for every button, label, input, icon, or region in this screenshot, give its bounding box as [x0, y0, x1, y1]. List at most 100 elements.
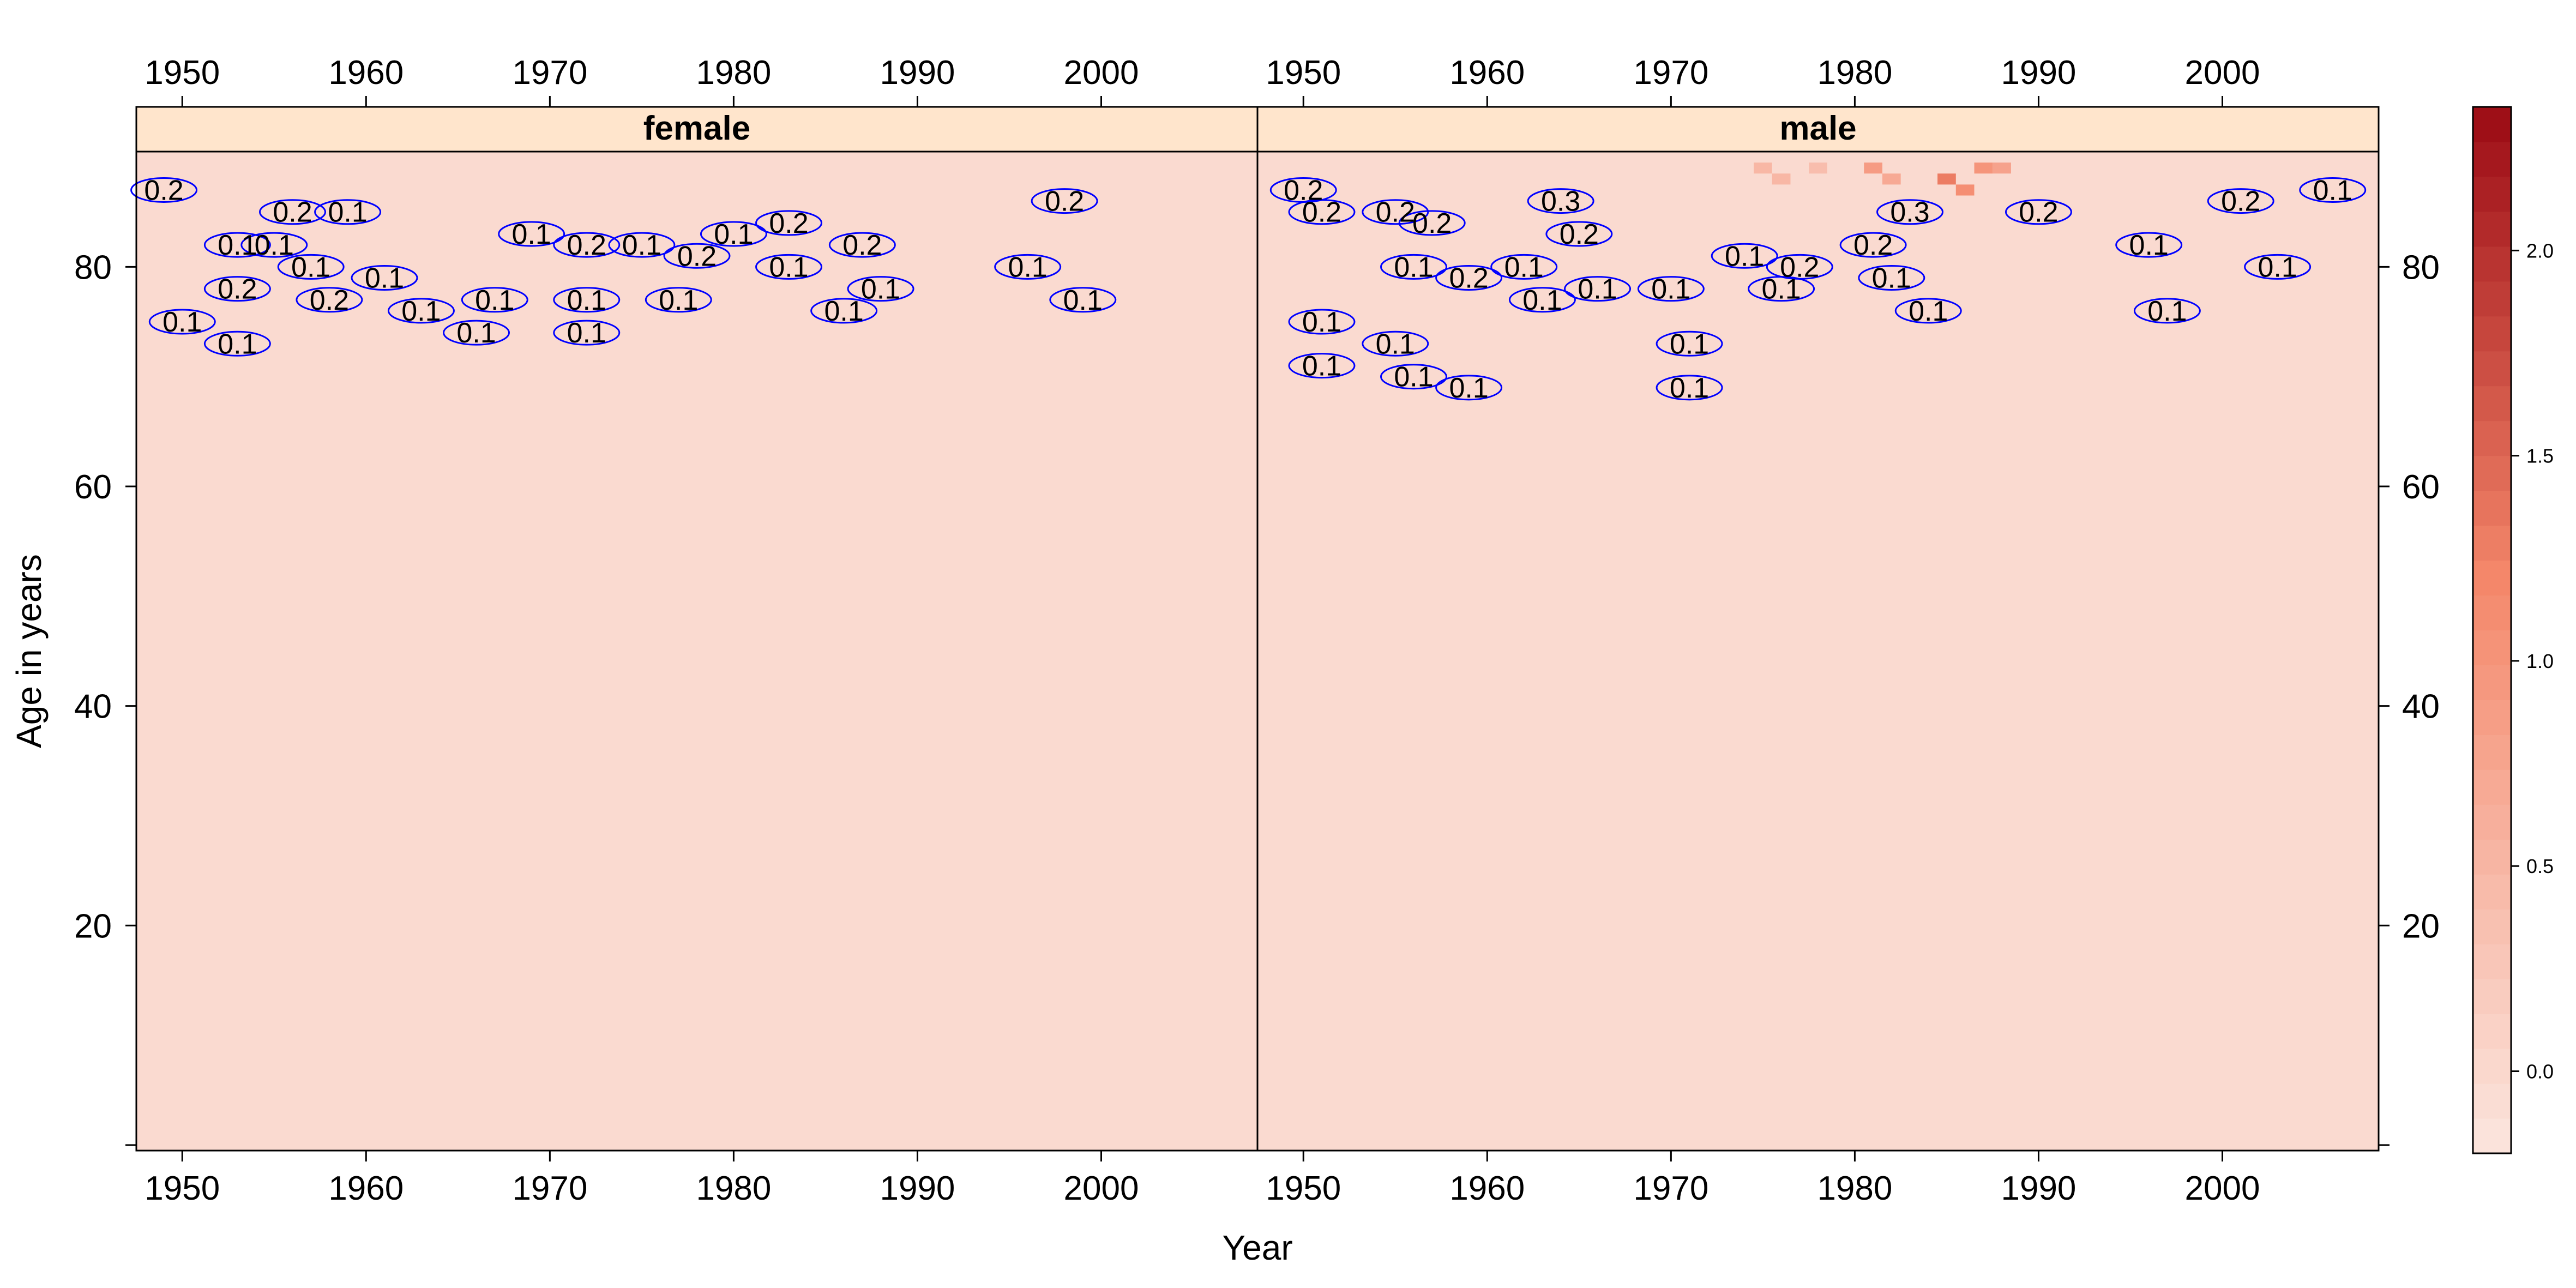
- colorbar-swatch: [2473, 595, 2511, 630]
- contour-label: 0.1: [861, 274, 900, 305]
- contour-line: [443, 320, 510, 346]
- x-tick-label: 1960: [1449, 54, 1525, 92]
- contour-line: [2299, 177, 2367, 203]
- colorbar-swatch: [2473, 455, 2511, 491]
- contour-line: [1894, 298, 1962, 324]
- x-tick-label: 1980: [1817, 1170, 1892, 1207]
- colorbar-swatch: [2473, 839, 2511, 875]
- colorbar-tick-label: 1.0: [2526, 650, 2554, 672]
- colorbar-swatch: [2473, 211, 2511, 247]
- x-tick-label: 2000: [1064, 1170, 1139, 1207]
- contour-line: [1876, 199, 1944, 225]
- contour-label: 0.2: [310, 285, 349, 316]
- colorbar-swatch: [2473, 525, 2511, 561]
- x-tick-label: 1960: [1449, 1170, 1525, 1207]
- contour-line: [1049, 287, 1117, 313]
- contour-label: 0.1: [1302, 351, 1341, 382]
- strip-female: [135, 106, 1259, 153]
- contour-label: 0.2: [567, 230, 606, 261]
- colorbar-swatch: [2473, 141, 2511, 177]
- contour-label: 0.2: [1560, 219, 1599, 250]
- contour-line: [810, 298, 878, 324]
- colorbar-swatch: [2473, 351, 2511, 387]
- x-tick-label: 1950: [145, 1170, 220, 1207]
- x-tick-label: 1970: [1633, 54, 1708, 92]
- y-tick-label: 40: [74, 688, 112, 726]
- contour-line: [2244, 254, 2312, 280]
- contour-line: [1508, 287, 1576, 313]
- contour-label: 0.2: [1045, 186, 1084, 218]
- contour-line: [203, 330, 271, 357]
- panel-male: 0.20.2 0.20.20.1 0.2 0.10.30.20.10.10.10.10…: [1256, 106, 2380, 1152]
- x-tick-label: 1950: [1266, 54, 1341, 92]
- colorbar-swatch: [2473, 420, 2511, 456]
- x-tick-label: 1990: [2001, 54, 2076, 92]
- x-tick-label: 1980: [696, 54, 771, 92]
- heatmap-cell: [1882, 173, 1901, 185]
- contour-label: 0.1: [255, 230, 294, 261]
- heatmap-cell: [1937, 173, 1956, 185]
- contour-label: 0.1: [1909, 296, 1948, 327]
- contour-label: 0.1: [1725, 240, 1764, 272]
- contour-label: 0.1: [567, 317, 606, 349]
- heatmap-cell: [1809, 162, 1827, 174]
- contour-line: [1490, 254, 1558, 280]
- contour-label: 0.1: [218, 328, 257, 360]
- colorbar-swatch: [2473, 386, 2511, 422]
- x-tick-label: 2000: [1064, 54, 1139, 92]
- colorbar-swatch: [2473, 665, 2511, 700]
- strip-label: male: [1779, 110, 1856, 147]
- contour-line: [240, 232, 308, 258]
- heatmap-field: [136, 152, 1257, 1151]
- contour-label: 0.1: [1651, 274, 1690, 305]
- colorbar-swatch: [2473, 107, 2511, 142]
- contour-line: [1527, 188, 1594, 214]
- contour-label: 0.1: [1522, 285, 1562, 316]
- colorbar-swatch: [2473, 804, 2511, 840]
- x-tick-label: 1960: [328, 1170, 404, 1207]
- contour-line: [553, 320, 621, 346]
- contour-label: 0.2: [2019, 197, 2058, 228]
- contour-label: 0.2: [218, 274, 257, 305]
- contour-label: 0.1: [1449, 372, 1488, 404]
- contour-label: 0.1: [401, 296, 441, 327]
- y-tick-label: 60: [2402, 468, 2440, 506]
- colorbar-tick-label: 0.0: [2526, 1060, 2554, 1082]
- contour-line: [351, 265, 418, 291]
- contour-label: 0.1: [1761, 274, 1801, 305]
- contour-label: 0.2: [1449, 263, 1488, 294]
- contour-line: [1380, 254, 1447, 280]
- y-tick-label: 20: [2402, 907, 2440, 945]
- heatmap-field: [1257, 152, 2379, 1151]
- colorbar-swatch: [2473, 246, 2511, 282]
- contour-label: 0.1: [567, 285, 606, 316]
- contour-line: [1656, 375, 1723, 401]
- contour-label: 0.1: [1063, 285, 1103, 316]
- contour-label: 0.1: [1872, 263, 1911, 294]
- contour-line: [553, 232, 621, 258]
- contour-label: 0.2: [769, 208, 808, 239]
- contour-label: 0.1: [2129, 230, 2169, 261]
- contour-label: 0.2: [1284, 174, 1323, 206]
- contour-line: [1380, 364, 1447, 390]
- x-tick-label: 1970: [512, 54, 587, 92]
- panel-border: [1256, 151, 2380, 1152]
- colorbar-frame: [2472, 106, 2512, 1154]
- contour-line: [994, 254, 1062, 280]
- x-tick-label: 1950: [1266, 1170, 1341, 1207]
- strip-label: female: [643, 110, 750, 147]
- contour-label: 0.2: [144, 174, 183, 206]
- contour-line: [314, 199, 382, 225]
- colorbar-swatch: [2473, 490, 2511, 526]
- contour-line: [1288, 353, 1356, 379]
- contour-label: 0.1: [1670, 372, 1709, 404]
- contour-line: [755, 210, 823, 236]
- contour-line: [1362, 199, 1429, 225]
- x-tick-label: 2000: [2185, 54, 2260, 92]
- contour-line: [1564, 276, 1632, 302]
- contour-line: [1656, 330, 1723, 357]
- contour-label: 0.2: [1412, 208, 1452, 239]
- contour-line: [203, 232, 271, 258]
- contour-line: [461, 287, 528, 313]
- contour-label: 0.1: [1376, 328, 1415, 360]
